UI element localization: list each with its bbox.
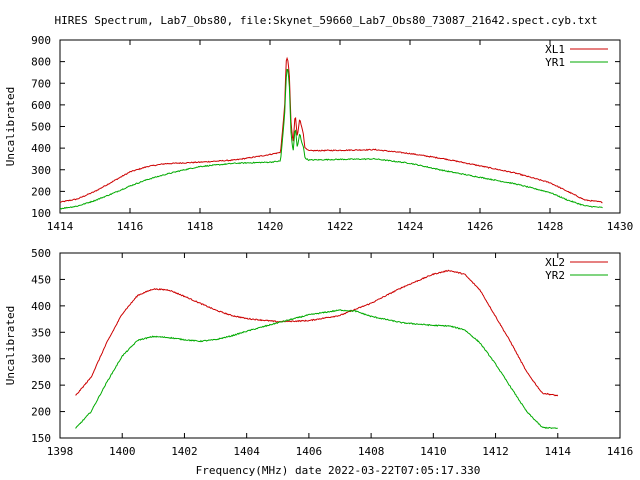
y-tick-label: 200: [31, 406, 51, 419]
x-tick-label: 1414: [545, 445, 572, 458]
y-tick-label: 350: [31, 326, 51, 339]
x-tick-label: 1400: [109, 445, 136, 458]
legend-label-xl1: XL1: [545, 43, 565, 56]
y-tick-label: 300: [31, 353, 51, 366]
y-tick-label: 100: [31, 207, 51, 220]
plot-frame: [59, 252, 621, 439]
y-tick-label: 450: [31, 273, 51, 286]
spectrum-panel-top: 1414 1416 1418 1420 1422 1424 1426 1428 1430 100 2…: [4, 34, 633, 233]
chart-title: HIRES Spectrum, Lab7_Obs80, file:Skynet_…: [54, 14, 597, 27]
x-tick-label: 1408: [358, 445, 385, 458]
y-tick-label: 300: [31, 164, 51, 177]
y-tick-label: 800: [31, 56, 51, 69]
y-tick-label: 400: [31, 300, 51, 313]
x-tick-label: 1412: [482, 445, 509, 458]
plot-frame: [59, 39, 621, 214]
y-tick-label: 700: [31, 77, 51, 90]
y-tick-label: 150: [31, 432, 51, 445]
y-axis-label: Uncalibrated: [4, 87, 17, 166]
y-tick-label: 600: [31, 99, 51, 112]
series-line-xl1: [59, 56, 603, 204]
spectrum-panel-bottom: 1398 1400 1402 1404 1406 1408 1410 1412 1414 1416…: [4, 247, 633, 458]
x-tick-label: 1414: [47, 220, 74, 233]
x-tick-label: 1416: [607, 445, 634, 458]
y-tick-label: 900: [31, 34, 51, 47]
x-tick-label: 1398: [47, 445, 74, 458]
x-tick-label: 1406: [296, 445, 323, 458]
x-tick-label: 1420: [257, 220, 284, 233]
x-tick-label: 1428: [537, 220, 564, 233]
y-tick-label: 200: [31, 185, 51, 198]
legend-label-yr1: YR1: [545, 56, 565, 69]
x-tick-label: 1426: [467, 220, 494, 233]
y-tick-label: 400: [31, 142, 51, 155]
series-line-yr2: [75, 309, 558, 429]
y-tick-label: 500: [31, 247, 51, 260]
series-line-yr1: [59, 68, 603, 210]
y-axis-label: Uncalibrated: [4, 306, 17, 385]
x-tick-label: 1410: [420, 445, 447, 458]
y-tick-label: 500: [31, 121, 51, 134]
x-tick-label: 1418: [187, 220, 214, 233]
x-tick-label: 1422: [327, 220, 354, 233]
legend-label-yr2: YR2: [545, 269, 565, 282]
x-tick-label: 1402: [171, 445, 198, 458]
x-tick-label: 1424: [397, 220, 424, 233]
x-tick-label: 1416: [117, 220, 144, 233]
legend-label-xl2: XL2: [545, 256, 565, 269]
series-line-xl2: [75, 269, 559, 397]
x-axis-label: Frequency(MHz) date 2022-03-22T07:05:17.…: [196, 464, 481, 477]
x-tick-label: 1430: [607, 220, 634, 233]
y-tick-label: 250: [31, 379, 51, 392]
x-tick-label: 1404: [233, 445, 260, 458]
